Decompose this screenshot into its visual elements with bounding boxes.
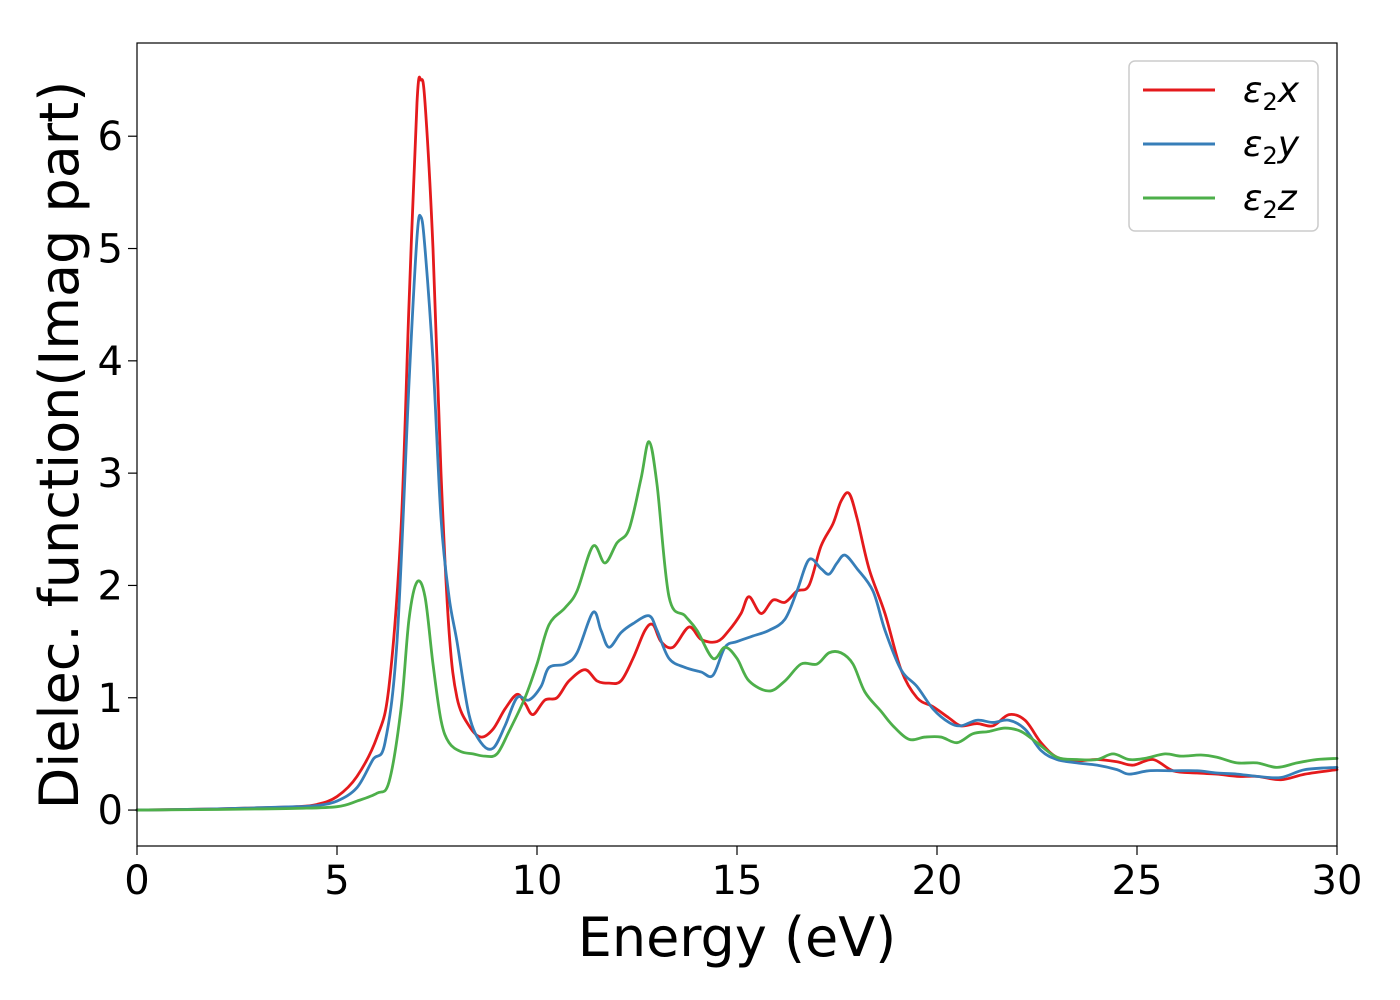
y-tick-label: 5 (98, 227, 123, 273)
y-axis: 0 1 2 3 4 5 6 (98, 114, 137, 834)
x-tick-label: 15 (712, 858, 763, 904)
legend-box (1128, 60, 1319, 232)
y-tick-label: 6 (98, 114, 123, 160)
x-axis-title: Energy (eV) (578, 906, 897, 969)
x-tick-label: 20 (912, 858, 963, 904)
y-axis-title: Dielec. function(Imag part) (28, 81, 91, 810)
series-line-e2z (135, 440, 1339, 812)
x-tick-label: 5 (324, 858, 349, 904)
legend-label-e2z: ε2z (1243, 178, 1298, 224)
legend: ε2x ε2y ε2z (1128, 60, 1319, 232)
y-tick-label: 1 (98, 676, 123, 722)
y-tick-label: 4 (98, 339, 123, 385)
y-tick-label: 3 (98, 451, 123, 497)
series-layer (135, 75, 1339, 812)
x-tick-label: 25 (1112, 858, 1163, 904)
x-tick-label: 10 (512, 858, 563, 904)
x-axis: 0 5 10 15 20 25 30 (124, 846, 1362, 904)
x-tick-label: 30 (1312, 858, 1363, 904)
y-tick-label: 2 (98, 563, 123, 609)
series-line-e2y (135, 213, 1339, 812)
y-tick-label: 0 (98, 788, 123, 834)
legend-label-e2x: ε2x (1243, 70, 1300, 116)
x-tick-label: 0 (124, 858, 149, 904)
legend-label-e2y: ε2y (1243, 124, 1300, 170)
